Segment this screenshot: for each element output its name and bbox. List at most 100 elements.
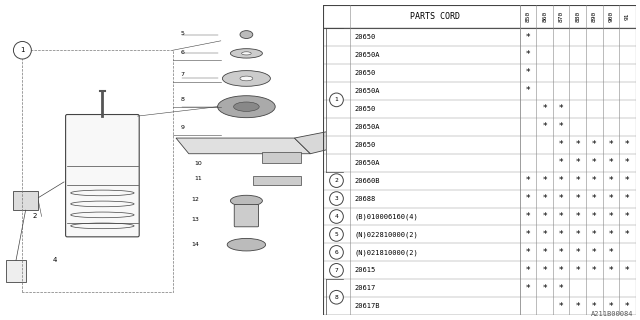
- FancyBboxPatch shape: [65, 115, 140, 237]
- Text: 4: 4: [52, 257, 56, 263]
- Text: *: *: [575, 140, 580, 149]
- Ellipse shape: [218, 96, 275, 118]
- Text: 20617: 20617: [355, 285, 376, 291]
- Bar: [262, 152, 301, 163]
- Text: 20650A: 20650A: [355, 52, 380, 58]
- Text: 890: 890: [592, 11, 596, 22]
- Text: 10: 10: [195, 161, 202, 166]
- Text: *: *: [609, 248, 613, 257]
- Text: 8: 8: [180, 97, 184, 102]
- Text: 20650A: 20650A: [355, 160, 380, 166]
- Text: *: *: [592, 302, 596, 311]
- Text: *: *: [559, 158, 563, 167]
- Polygon shape: [294, 132, 336, 154]
- Text: *: *: [543, 284, 547, 293]
- Text: *: *: [575, 158, 580, 167]
- Text: 7: 7: [335, 268, 339, 273]
- Circle shape: [330, 93, 343, 107]
- Text: 12: 12: [191, 197, 199, 202]
- Text: *: *: [575, 194, 580, 203]
- Text: 8: 8: [335, 295, 339, 300]
- Text: 870: 870: [559, 11, 564, 22]
- Circle shape: [330, 228, 343, 241]
- Circle shape: [13, 42, 31, 59]
- Text: 20650: 20650: [355, 142, 376, 148]
- Text: *: *: [575, 302, 580, 311]
- Text: 20650A: 20650A: [355, 124, 380, 130]
- Circle shape: [330, 291, 343, 304]
- Text: 4: 4: [335, 214, 339, 219]
- Text: 20650A: 20650A: [355, 88, 380, 94]
- Text: *: *: [592, 212, 596, 221]
- Text: 13: 13: [191, 217, 199, 222]
- Text: *: *: [526, 86, 531, 95]
- Text: 20650: 20650: [355, 70, 376, 76]
- Text: *: *: [625, 230, 630, 239]
- Text: PARTS CORD: PARTS CORD: [410, 12, 460, 21]
- Text: 900: 900: [608, 11, 613, 22]
- Text: *: *: [575, 212, 580, 221]
- Text: 2: 2: [335, 178, 339, 183]
- Text: (N)021810000(2): (N)021810000(2): [355, 249, 418, 256]
- Text: *: *: [526, 33, 531, 42]
- Text: *: *: [543, 104, 547, 113]
- Text: *: *: [559, 248, 563, 257]
- Text: 5: 5: [180, 31, 184, 36]
- Text: 1: 1: [335, 97, 339, 102]
- Text: 2: 2: [33, 213, 37, 220]
- Text: *: *: [526, 176, 531, 185]
- Text: *: *: [592, 230, 596, 239]
- Text: *: *: [526, 230, 531, 239]
- Text: *: *: [625, 158, 630, 167]
- Text: 20650: 20650: [355, 34, 376, 40]
- Polygon shape: [176, 138, 310, 154]
- Text: *: *: [592, 140, 596, 149]
- FancyBboxPatch shape: [234, 204, 259, 227]
- Bar: [13, 191, 38, 210]
- Text: *: *: [625, 266, 630, 275]
- Text: *: *: [543, 212, 547, 221]
- Text: *: *: [625, 302, 630, 311]
- Text: *: *: [575, 248, 580, 257]
- Text: *: *: [559, 302, 563, 311]
- Text: 850: 850: [525, 11, 531, 22]
- Circle shape: [330, 210, 343, 223]
- Ellipse shape: [223, 71, 270, 86]
- Text: *: *: [526, 194, 531, 203]
- Text: *: *: [543, 194, 547, 203]
- Text: *: *: [625, 194, 630, 203]
- Text: *: *: [526, 51, 531, 60]
- Text: (N)022810000(2): (N)022810000(2): [355, 231, 418, 238]
- Text: *: *: [592, 248, 596, 257]
- Text: 860: 860: [542, 11, 547, 22]
- Text: *: *: [559, 176, 563, 185]
- Text: *: *: [559, 266, 563, 275]
- Bar: [253, 176, 301, 185]
- Text: *: *: [526, 248, 531, 257]
- Ellipse shape: [227, 238, 266, 251]
- Circle shape: [330, 245, 343, 259]
- Circle shape: [330, 263, 343, 277]
- Text: *: *: [559, 104, 563, 113]
- Text: *: *: [625, 140, 630, 149]
- Text: 91: 91: [625, 13, 630, 20]
- Text: *: *: [526, 212, 531, 221]
- Text: 20660B: 20660B: [355, 178, 380, 184]
- Text: *: *: [625, 176, 630, 185]
- Text: 7: 7: [180, 72, 184, 77]
- Text: *: *: [592, 194, 596, 203]
- Text: 20615: 20615: [355, 267, 376, 273]
- Ellipse shape: [234, 102, 259, 111]
- Circle shape: [330, 174, 343, 188]
- Text: *: *: [609, 176, 613, 185]
- Text: 6: 6: [180, 50, 184, 55]
- Text: *: *: [526, 68, 531, 77]
- Text: *: *: [625, 212, 630, 221]
- Text: *: *: [609, 158, 613, 167]
- Text: *: *: [575, 230, 580, 239]
- Text: 3: 3: [335, 196, 339, 201]
- Text: *: *: [526, 266, 531, 275]
- Ellipse shape: [240, 31, 253, 38]
- Ellipse shape: [240, 76, 253, 81]
- Text: *: *: [559, 212, 563, 221]
